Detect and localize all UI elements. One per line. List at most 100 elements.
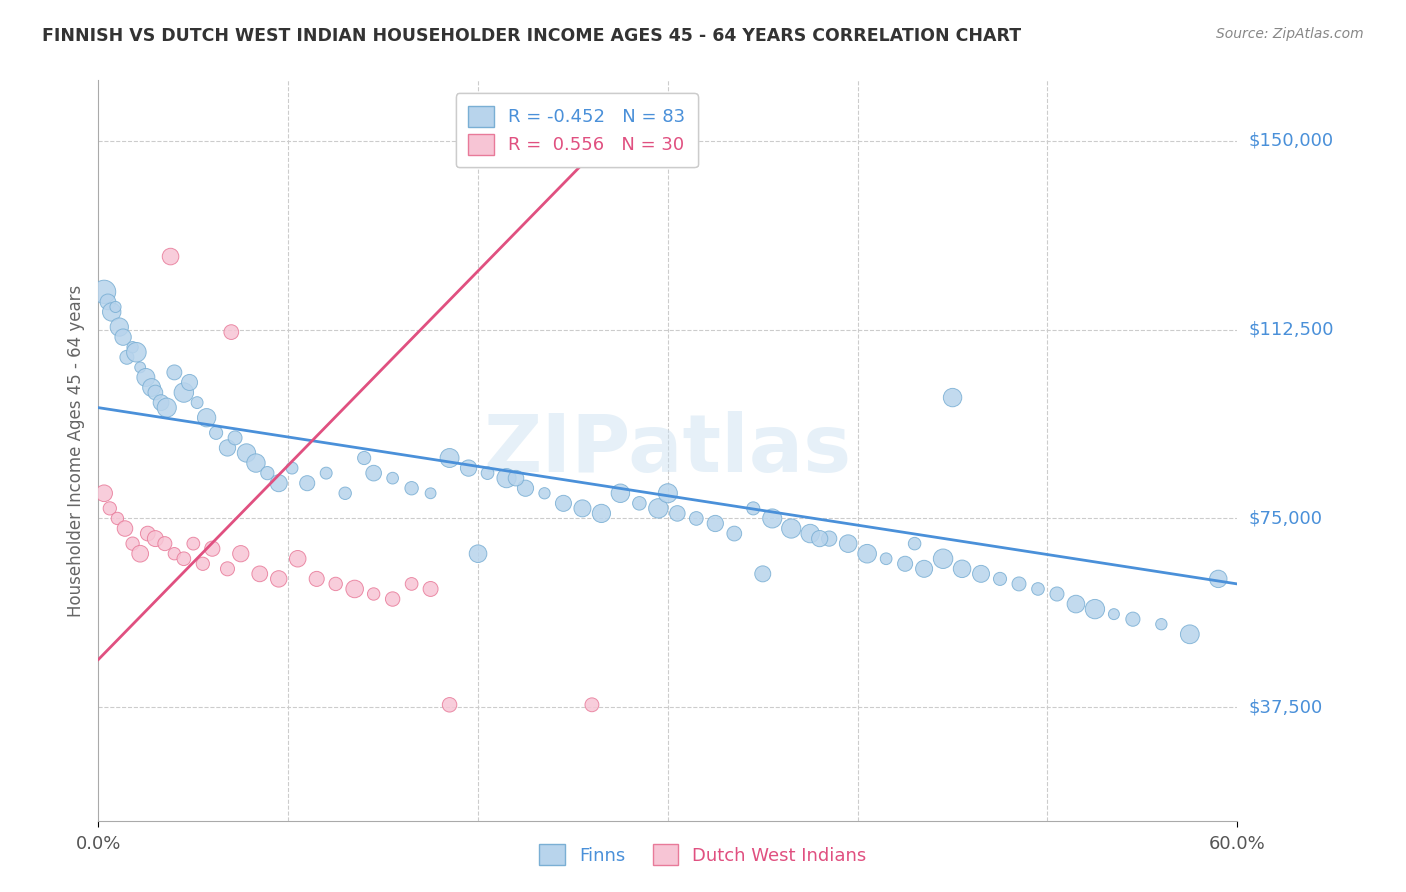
Point — [381, 471, 404, 485]
Point — [363, 587, 385, 601]
Point — [129, 547, 152, 561]
Point — [145, 385, 167, 400]
Point — [439, 450, 461, 465]
Point — [114, 522, 136, 536]
Text: ZIPatlas: ZIPatlas — [484, 411, 852, 490]
Point — [125, 345, 148, 359]
Point — [439, 698, 461, 712]
Text: $112,500: $112,500 — [1249, 320, 1334, 339]
Point — [150, 395, 173, 409]
Point — [1208, 572, 1230, 586]
Point — [217, 562, 239, 576]
Point — [173, 551, 195, 566]
Point — [381, 592, 404, 607]
Point — [229, 547, 252, 561]
Point — [704, 516, 727, 531]
Point — [135, 370, 157, 384]
Point — [808, 532, 831, 546]
Point — [1046, 587, 1069, 601]
Point — [657, 486, 679, 500]
Point — [988, 572, 1011, 586]
Point — [515, 481, 537, 495]
Point — [249, 566, 271, 581]
Point — [533, 486, 555, 500]
Point — [419, 486, 441, 500]
Point — [98, 501, 121, 516]
Point — [904, 536, 927, 550]
Point — [159, 250, 181, 264]
Point — [145, 532, 167, 546]
Point — [799, 526, 821, 541]
Point — [97, 294, 120, 309]
Point — [581, 698, 603, 712]
Point — [932, 551, 955, 566]
Point — [1008, 577, 1031, 591]
Point — [136, 526, 159, 541]
Point — [179, 376, 201, 390]
Point — [115, 351, 138, 365]
Point — [315, 466, 337, 480]
Point — [201, 541, 224, 556]
Point — [93, 486, 115, 500]
Point — [353, 450, 375, 465]
Point — [104, 300, 127, 314]
Point — [856, 547, 879, 561]
Text: $37,500: $37,500 — [1249, 698, 1323, 716]
Point — [195, 410, 218, 425]
Point — [505, 471, 527, 485]
Point — [894, 557, 917, 571]
Point — [281, 461, 304, 475]
Point — [235, 446, 257, 460]
Text: $150,000: $150,000 — [1249, 132, 1333, 150]
Point — [305, 572, 328, 586]
Point — [571, 501, 593, 516]
Point — [401, 577, 423, 591]
Point — [628, 496, 651, 510]
Point — [191, 557, 214, 571]
Point — [1102, 607, 1125, 622]
Point — [467, 547, 489, 561]
Point — [752, 566, 775, 581]
Point — [267, 572, 290, 586]
Point — [163, 365, 186, 379]
Point — [942, 391, 965, 405]
Legend: Finns, Dutch West Indians: Finns, Dutch West Indians — [530, 835, 876, 874]
Point — [1178, 627, 1201, 641]
Point — [153, 536, 176, 550]
Point — [100, 305, 122, 319]
Point — [141, 380, 163, 394]
Point — [221, 325, 243, 339]
Legend: R = -0.452   N = 83, R =  0.556   N = 30: R = -0.452 N = 83, R = 0.556 N = 30 — [456, 93, 697, 167]
Point — [970, 566, 993, 581]
Point — [1026, 582, 1049, 596]
Point — [224, 431, 246, 445]
Point — [112, 330, 135, 344]
Point — [401, 481, 423, 495]
Point — [1122, 612, 1144, 626]
Point — [186, 395, 208, 409]
Point — [1150, 617, 1173, 632]
Point — [256, 466, 278, 480]
Point — [609, 486, 631, 500]
Point — [108, 320, 131, 334]
Point — [742, 501, 765, 516]
Point — [685, 511, 707, 525]
Point — [912, 562, 935, 576]
Point — [287, 551, 309, 566]
Point — [93, 285, 115, 299]
Point — [723, 526, 745, 541]
Point — [107, 511, 129, 525]
Point — [325, 577, 347, 591]
Point — [591, 507, 613, 521]
Point — [245, 456, 267, 470]
Point — [1084, 602, 1107, 616]
Point — [267, 476, 290, 491]
Point — [477, 466, 499, 480]
Point — [950, 562, 973, 576]
Point — [343, 582, 366, 596]
Point — [121, 536, 143, 550]
Point — [457, 461, 479, 475]
Text: FINNISH VS DUTCH WEST INDIAN HOUSEHOLDER INCOME AGES 45 - 64 YEARS CORRELATION C: FINNISH VS DUTCH WEST INDIAN HOUSEHOLDER… — [42, 27, 1021, 45]
Point — [205, 425, 228, 440]
Text: Source: ZipAtlas.com: Source: ZipAtlas.com — [1216, 27, 1364, 41]
